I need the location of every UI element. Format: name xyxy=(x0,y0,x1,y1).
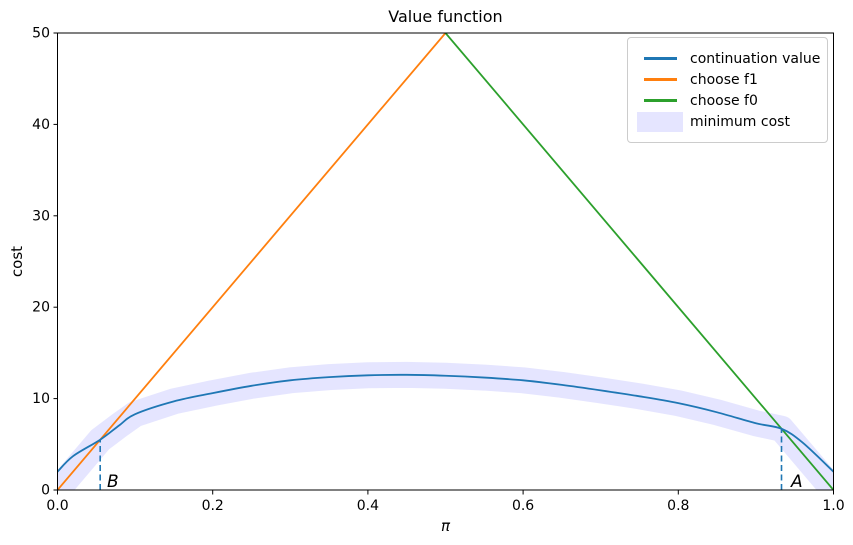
y-tick-label: 40 xyxy=(32,117,50,133)
x-tick-label: 0.2 xyxy=(202,498,224,514)
threshold-label-A: A xyxy=(790,472,803,492)
legend-label: continuation value xyxy=(690,50,821,67)
legend-item-continuation-value: continuation value xyxy=(637,48,827,69)
x-tick-label: 0.0 xyxy=(46,498,68,514)
legend-item-minimum-cost: minimum cost xyxy=(637,111,827,132)
y-tick-label: 10 xyxy=(32,391,50,407)
y-tick-label: 0 xyxy=(41,483,50,499)
x-tick-label: 0.4 xyxy=(357,498,379,514)
axes-spines xyxy=(57,32,834,491)
x-tick-label: 0.8 xyxy=(667,498,689,514)
x-axis-label: π xyxy=(441,517,451,535)
threshold-label-B: B xyxy=(107,472,119,492)
legend-line-swatch-choose-f1 xyxy=(643,78,677,81)
x-tick-label: 0.6 xyxy=(512,498,534,514)
legend-item-choose-f1: choose f1 xyxy=(637,69,827,90)
x-tick-marks xyxy=(57,490,834,495)
legend-item-choose-f0: choose f0 xyxy=(637,90,827,111)
chart-title: Value function xyxy=(388,7,502,26)
y-tick-label: 30 xyxy=(32,208,50,224)
y-tick-marks xyxy=(53,32,58,491)
series-choose-f0 xyxy=(444,33,834,490)
series-choose-f1 xyxy=(57,33,447,490)
x-tick-label: 1.0 xyxy=(822,498,844,514)
y-tick-label: 20 xyxy=(32,300,50,316)
legend-line-swatch-continuation-value xyxy=(643,57,677,60)
y-axis-label: cost xyxy=(8,246,26,277)
legend-patch-swatch-minimum-cost xyxy=(637,111,683,132)
series-continuation-value xyxy=(57,373,834,473)
legend-box: continuation value choose f1 choose f0 m… xyxy=(627,37,828,143)
legend-label: choose f0 xyxy=(690,92,758,109)
y-tick-label: 50 xyxy=(32,26,50,42)
legend-label: choose f1 xyxy=(690,71,758,88)
legend-line-swatch-choose-f0 xyxy=(643,99,677,102)
legend-label: minimum cost xyxy=(690,113,790,130)
